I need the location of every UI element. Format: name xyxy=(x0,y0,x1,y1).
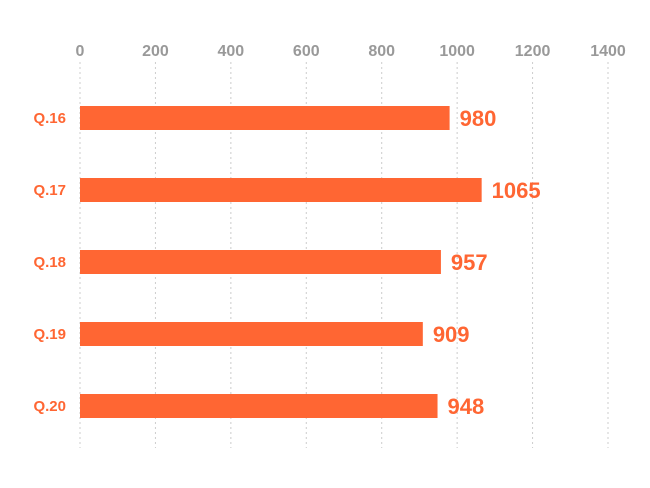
x-tick-label: 1000 xyxy=(439,43,475,60)
x-tick-label: 1400 xyxy=(590,43,626,60)
x-tick-label: 200 xyxy=(142,43,169,60)
bars xyxy=(80,106,482,418)
value-label: 909 xyxy=(433,322,470,347)
value-label: 948 xyxy=(448,394,485,419)
bar xyxy=(80,322,423,346)
bar xyxy=(80,106,450,130)
x-tick-label: 1200 xyxy=(515,43,551,60)
value-label: 1065 xyxy=(492,178,541,203)
category-label: Q.17 xyxy=(33,182,66,199)
bar xyxy=(80,394,438,418)
category-label: Q.16 xyxy=(33,110,66,127)
value-labels: 980 1065 957 909 948 xyxy=(433,106,541,419)
x-axis-tick-labels: 0 200 400 600 800 1000 1200 1400 xyxy=(76,43,626,60)
category-label: Q.20 xyxy=(33,398,66,415)
value-label: 980 xyxy=(460,106,497,131)
bar xyxy=(80,178,482,202)
x-tick-label: 800 xyxy=(368,43,395,60)
grid-lines xyxy=(79,62,609,448)
value-label: 957 xyxy=(451,250,488,275)
x-tick-label: 400 xyxy=(218,43,245,60)
category-labels: Q.16 Q.17 Q.18 Q.19 Q.20 xyxy=(33,110,66,415)
category-label: Q.19 xyxy=(33,326,66,343)
category-label: Q.18 xyxy=(33,254,66,271)
x-tick-label: 600 xyxy=(293,43,320,60)
x-tick-label: 0 xyxy=(76,43,85,60)
bar xyxy=(80,250,441,274)
